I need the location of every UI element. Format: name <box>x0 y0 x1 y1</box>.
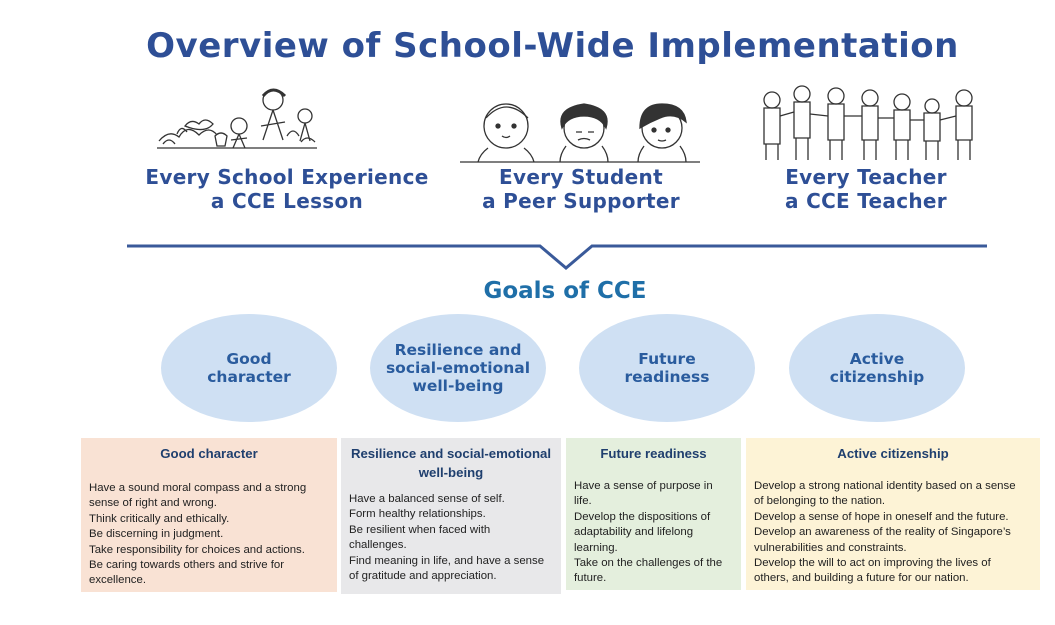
box-line: sense of right and wrong. <box>89 497 217 510</box>
box-future-readiness: Future readiness Have a sense of purpose… <box>566 438 741 590</box>
box-line: excellence. <box>89 574 146 587</box>
box-heading: Resilience and social-emotional well-bei… <box>350 446 552 480</box>
box-line: Have a sound moral compass and a strong <box>89 482 307 494</box>
goal-label: readiness <box>624 368 710 386</box>
family-gardening-illustration <box>157 88 317 149</box>
goal-active-citizenship: Active citizenship <box>789 314 965 422</box>
box-line: Develop a strong national identity based… <box>754 480 1016 492</box>
box-line: Be resilient when faced with <box>349 523 491 536</box>
box-line: of gratitude and appreciation. <box>349 570 497 583</box>
box-heading: Active citizenship <box>837 446 949 461</box>
box-line: of belonging to the nation. <box>754 495 886 508</box>
box-line: Take on the challenges of the <box>574 557 723 570</box>
goal-label: Future <box>638 350 696 368</box>
box-line: Develop an awareness of the reality of S… <box>754 526 1011 539</box>
students-illustration <box>460 103 700 163</box>
box-line: Have a sense of purpose in <box>574 480 713 492</box>
box-line: Have a balanced sense of self. <box>349 493 505 505</box>
divider-arrow <box>127 244 987 270</box>
pillar-line: Every Teacher <box>785 165 947 189</box>
box-line: vulnerabilities and constraints. <box>754 541 907 554</box>
goal-good-character: Good character <box>161 314 337 422</box>
box-line: Form healthy relationships. <box>349 508 486 521</box>
goal-label: well-being <box>412 377 504 395</box>
goal-label: Resilience and <box>394 341 522 359</box>
goal-future-readiness: Future readiness <box>579 314 755 422</box>
box-resilience: Resilience and social-emotional well-bei… <box>341 438 561 594</box>
box-line: Be discerning in judgment. <box>89 528 224 541</box>
pillar-student: Every Student a Peer Supporter <box>452 165 710 213</box>
pillar-teacher: Every Teacher a CCE Teacher <box>760 165 972 213</box>
box-line: Think critically and ethically. <box>89 512 230 525</box>
box-line: Develop the dispositions of <box>574 510 711 523</box>
goals-title: Goals of CCE <box>483 278 647 304</box>
goal-label: citizenship <box>829 368 925 386</box>
pillar-line: Every School Experience <box>145 165 429 189</box>
page-title: Overview of School-Wide Implementation <box>146 26 959 66</box>
pillar-line: a CCE Teacher <box>785 189 947 213</box>
box-line: others, and building a future for our na… <box>754 572 969 585</box>
box-line: Take responsibility for choices and acti… <box>89 543 305 556</box>
box-heading: Future readiness <box>600 446 707 461</box>
goal-label: Active <box>849 350 905 368</box>
goal-label: character <box>207 368 291 386</box>
pillar-line: a CCE Lesson <box>210 189 364 213</box>
box-line: adaptability and lifelong <box>574 526 694 539</box>
box-line: Develop the will to act on improving the… <box>754 557 991 570</box>
goal-label: Good <box>226 350 272 368</box>
box-line: future. <box>574 572 607 585</box>
pillar-line: Every Student <box>499 165 663 189</box>
box-active-citizenship: Active citizenship Develop a strong nati… <box>746 438 1040 590</box>
pillar-school-experience: Every School Experience a CCE Lesson <box>128 165 446 213</box>
goal-resilience: Resilience and social-emotional well-bei… <box>370 314 546 422</box>
box-heading: Good character <box>160 446 258 461</box>
box-line: learning. <box>574 541 618 554</box>
box-line: Develop a sense of hope in oneself and t… <box>754 510 1009 523</box>
box-line: challenges. <box>349 539 407 552</box>
pillar-line: a Peer Supporter <box>482 189 680 213</box>
teachers-illustration <box>763 85 973 160</box>
box-line: life. <box>574 495 592 508</box>
box-line: Find meaning in life, and have a sense <box>349 554 545 567</box>
box-line: Be caring towards others and strive for <box>89 559 284 572</box>
goal-label: social-emotional <box>385 359 531 377</box>
box-good-character: Good character Have a sound moral compas… <box>81 438 337 592</box>
